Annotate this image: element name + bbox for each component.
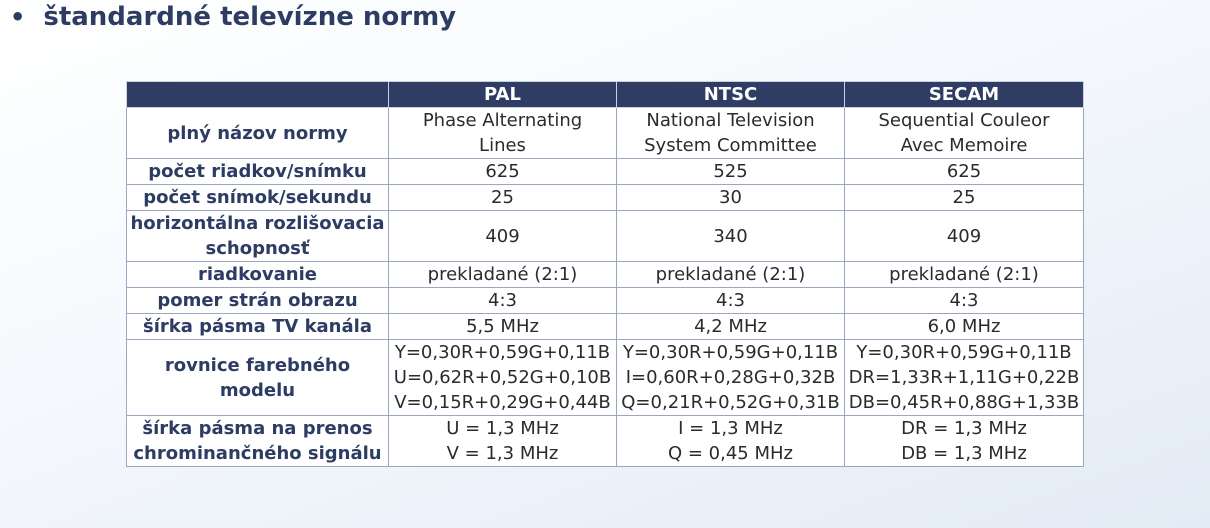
cell-secam: 6,0 MHz bbox=[844, 313, 1084, 340]
cell-pal: U = 1,3 MHz V = 1,3 MHz bbox=[388, 415, 617, 467]
cell-pal: 25 bbox=[388, 184, 617, 211]
table-row: plný názov normy Phase Alternating Lines … bbox=[126, 107, 1084, 159]
cell-secam: Y=0,30R+0,59G+0,11B DR=1,33R+1,11G+0,22B D… bbox=[844, 339, 1084, 416]
slide-title: štandardné televízne normy bbox=[43, 2, 457, 32]
cell-secam: prekladané (2:1) bbox=[844, 261, 1084, 288]
cell-ntsc: 4,2 MHz bbox=[616, 313, 845, 340]
header-blank bbox=[126, 81, 389, 108]
cell-secam: 625 bbox=[844, 158, 1084, 185]
slide-heading: • štandardné televízne normy bbox=[10, 2, 456, 32]
table-row: horizontálna rozlišovacia schopnosť 409 3… bbox=[126, 210, 1084, 262]
cell-ntsc: 340 bbox=[616, 210, 845, 262]
cell-pal: Phase Alternating Lines bbox=[388, 107, 617, 159]
table-row: riadkovanie prekladané (2:1) prekladané … bbox=[126, 261, 1084, 288]
header-ntsc: NTSC bbox=[616, 81, 845, 108]
table-row: šírka pásma TV kanála 5,5 MHz 4,2 MHz 6,… bbox=[126, 313, 1084, 340]
bullet-icon: • bbox=[10, 3, 26, 31]
row-label: horizontálna rozlišovacia schopnosť bbox=[126, 210, 389, 262]
cell-secam: 25 bbox=[844, 184, 1084, 211]
table-row: šírka pásma na prenos chrominančného sign… bbox=[126, 415, 1084, 467]
cell-secam: Sequential Couleor Avec Memoire bbox=[844, 107, 1084, 159]
cell-ntsc: I = 1,3 MHz Q = 0,45 MHz bbox=[616, 415, 845, 467]
cell-pal: prekladané (2:1) bbox=[388, 261, 617, 288]
row-label: počet snímok/sekundu bbox=[126, 184, 389, 211]
table-row: počet snímok/sekundu 25 30 25 bbox=[126, 184, 1084, 211]
cell-ntsc: Y=0,30R+0,59G+0,11B I=0,60R+0,28G+0,32B Q=… bbox=[616, 339, 845, 416]
table-row: rovnice farebného modelu Y=0,30R+0,59G+0,… bbox=[126, 339, 1084, 416]
cell-ntsc: 525 bbox=[616, 158, 845, 185]
cell-pal: 4:3 bbox=[388, 287, 617, 314]
cell-secam: DR = 1,3 MHz DB = 1,3 MHz bbox=[844, 415, 1084, 467]
row-label: plný názov normy bbox=[126, 107, 389, 159]
cell-pal: 409 bbox=[388, 210, 617, 262]
cell-ntsc: 30 bbox=[616, 184, 845, 211]
header-secam: SECAM bbox=[844, 81, 1084, 108]
cell-ntsc: prekladané (2:1) bbox=[616, 261, 845, 288]
row-label: šírka pásma na prenos chrominančného sign… bbox=[126, 415, 389, 467]
row-label: riadkovanie bbox=[126, 261, 389, 288]
row-label: šírka pásma TV kanála bbox=[126, 313, 389, 340]
tv-standards-table: PAL NTSC SECAM plný názov normy Phase Al… bbox=[126, 81, 1084, 467]
table-row: počet riadkov/snímku 625 525 625 bbox=[126, 158, 1084, 185]
row-label: počet riadkov/snímku bbox=[126, 158, 389, 185]
table-row: pomer strán obrazu 4:3 4:3 4:3 bbox=[126, 287, 1084, 314]
cell-pal: 625 bbox=[388, 158, 617, 185]
cell-pal: 5,5 MHz bbox=[388, 313, 617, 340]
cell-pal: Y=0,30R+0,59G+0,11B U=0,62R+0,52G+0,10B V=… bbox=[388, 339, 617, 416]
row-label: rovnice farebného modelu bbox=[126, 339, 389, 416]
table-header-row: PAL NTSC SECAM bbox=[126, 81, 1084, 108]
cell-ntsc: National Television System Committee bbox=[616, 107, 845, 159]
cell-secam: 4:3 bbox=[844, 287, 1084, 314]
cell-ntsc: 4:3 bbox=[616, 287, 845, 314]
row-label: pomer strán obrazu bbox=[126, 287, 389, 314]
header-pal: PAL bbox=[388, 81, 617, 108]
cell-secam: 409 bbox=[844, 210, 1084, 262]
